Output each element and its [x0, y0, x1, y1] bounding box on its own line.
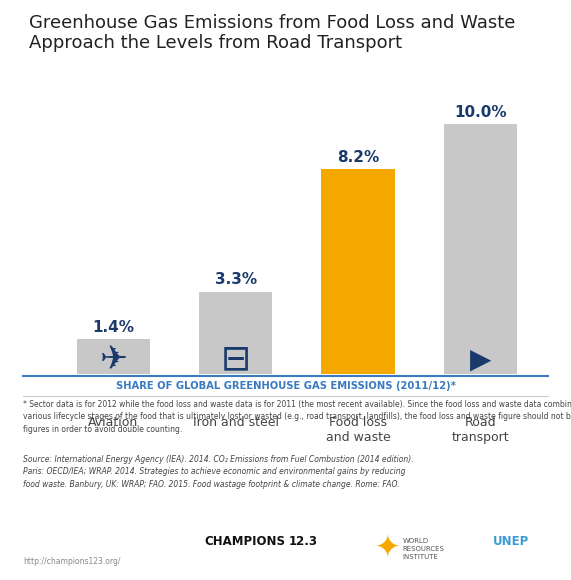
Text: CHAMPIONS: CHAMPIONS	[204, 535, 286, 548]
Text: * Sector data is for 2012 while the food loss and waste data is for 2011 (the mo: * Sector data is for 2012 while the food…	[23, 400, 571, 433]
Text: ✦: ✦	[375, 534, 400, 563]
Text: Source: International Energy Agency (IEA). 2014. CO₂ Emissions from Fuel Combust: Source: International Energy Agency (IEA…	[23, 455, 413, 488]
Text: WORLD
RESOURCES
INSTITUTE: WORLD RESOURCES INSTITUTE	[403, 538, 444, 560]
Bar	[321, 169, 395, 374]
Text: Approach the Levels from Road Transport: Approach the Levels from Road Transport	[29, 34, 401, 52]
Text: ⊟: ⊟	[220, 342, 251, 376]
Bar	[199, 292, 272, 374]
Text: UNEP: UNEP	[493, 535, 529, 548]
Bar	[77, 339, 150, 374]
Text: ♻: ♻	[343, 343, 373, 376]
Text: ▶: ▶	[470, 345, 491, 373]
Text: 12.3: 12.3	[288, 535, 317, 548]
Text: SHARE OF GLOBAL GREENHOUSE GAS EMISSIONS (2011/12)*: SHARE OF GLOBAL GREENHOUSE GAS EMISSIONS…	[115, 381, 456, 391]
Text: ✈: ✈	[99, 343, 127, 376]
Text: Greenhouse Gas Emissions from Food Loss and Waste: Greenhouse Gas Emissions from Food Loss …	[29, 14, 515, 32]
Text: 10.0%: 10.0%	[454, 105, 507, 120]
Bar	[444, 125, 517, 374]
Text: 3.3%: 3.3%	[215, 272, 257, 287]
Text: 8.2%: 8.2%	[337, 150, 379, 165]
Text: 1.4%: 1.4%	[93, 320, 134, 335]
Text: http://champions123.org/: http://champions123.org/	[23, 556, 120, 566]
